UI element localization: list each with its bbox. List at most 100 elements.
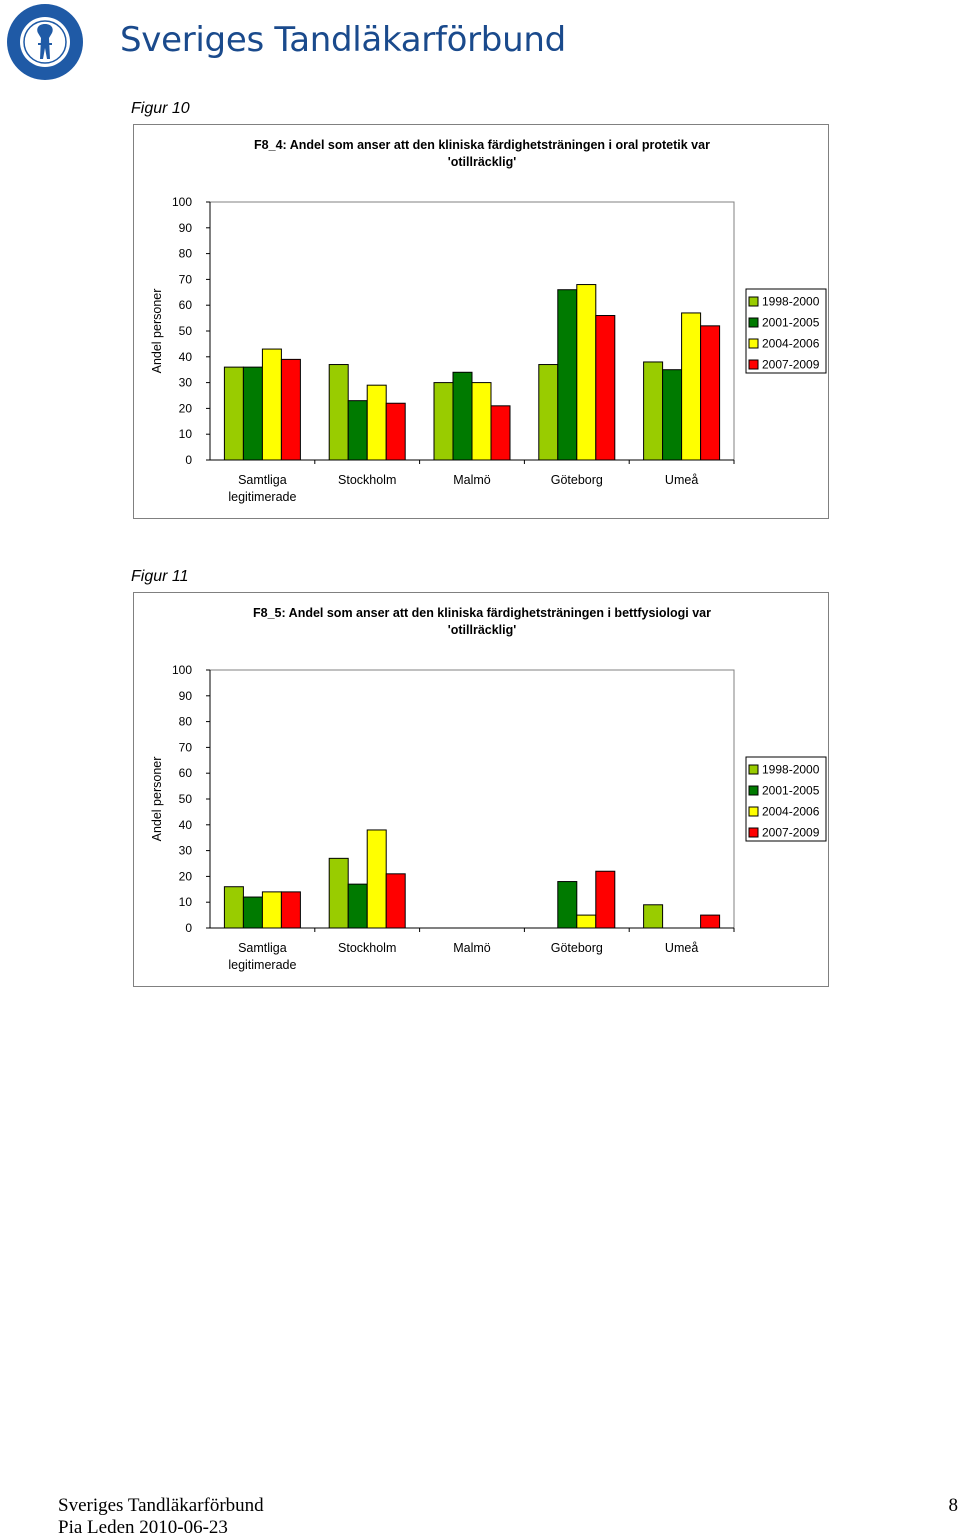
y-tick-label: 40: [179, 350, 193, 364]
bar-2007-2009-malmö: [490, 405, 511, 461]
x-tick-label: Umeå: [665, 941, 698, 955]
legend-swatch: [748, 338, 759, 349]
chart-svg-figure-11: F8_5: Andel som anser att den kliniska f…: [150, 606, 827, 972]
bar-2001-2005-göteborg: [557, 881, 578, 929]
x-tick-label: Samtliga: [238, 473, 287, 487]
bar-2007-2009-stockholm: [385, 873, 406, 929]
bar-2001-2005-samtliga-legitimerade: [242, 896, 263, 929]
legend-entry: 2007-2009: [762, 358, 820, 372]
legend-entry: 2004-2006: [762, 337, 820, 351]
y-tick-label: 80: [179, 715, 193, 729]
y-tick-label: 20: [179, 401, 193, 415]
y-tick-label: 30: [179, 376, 193, 390]
legend-swatch: [748, 806, 759, 817]
chart-svg-figure-10: F8_4: Andel som anser att den kliniska f…: [150, 138, 827, 504]
bar-2004-2006-stockholm: [366, 829, 387, 929]
footer-author-date: Pia Leden 2010-06-23: [58, 1517, 228, 1538]
chart-title-line: F8_5: Andel som anser att den kliniska f…: [253, 606, 711, 620]
x-tick-label: legitimerade: [228, 958, 296, 972]
bar-1998-2000-umeå: [643, 361, 664, 461]
y-axis-label: Andel personer: [150, 757, 164, 842]
y-tick-label: 20: [179, 869, 193, 883]
bar-2007-2009-umeå: [700, 325, 721, 461]
y-tick-label: 0: [185, 921, 192, 935]
x-tick-label: Malmö: [453, 473, 491, 487]
bar-2001-2005-stockholm: [347, 883, 368, 929]
chart-title-line: 'otillräcklig': [448, 155, 516, 169]
page-number: 8: [948, 1495, 959, 1516]
x-tick-label: Stockholm: [338, 941, 396, 955]
legend-entry: 1998-2000: [762, 763, 820, 777]
legend-swatch: [748, 296, 759, 307]
bar-2004-2006-göteborg: [576, 284, 597, 461]
y-tick-label: 10: [179, 427, 193, 441]
bar-2007-2009-umeå: [700, 914, 721, 929]
bar-1998-2000-göteborg: [538, 364, 559, 461]
legend-swatch: [748, 764, 759, 775]
bar-1998-2000-malmö: [433, 382, 454, 461]
y-tick-label: 90: [179, 221, 193, 235]
bar-2001-2005-stockholm: [347, 400, 368, 461]
bar-1998-2000-samtliga-legitimerade: [223, 886, 244, 929]
y-tick-label: 90: [179, 689, 193, 703]
page-header: Sveriges Tandläkarförbund: [0, 0, 960, 90]
figure-10-caption: Figur 10: [131, 100, 190, 117]
bar-2004-2006-samtliga-legitimerade: [261, 891, 282, 929]
organization-name: Sveriges Tandläkarförbund: [120, 20, 566, 60]
y-axis-label: Andel personer: [150, 289, 164, 374]
y-tick-label: 60: [179, 766, 193, 780]
legend-swatch: [748, 785, 759, 796]
bar-1998-2000-umeå: [643, 904, 664, 929]
y-tick-label: 80: [179, 247, 193, 261]
legend-box: [745, 288, 827, 374]
bar-2001-2005-samtliga-legitimerade: [242, 366, 263, 461]
chart-legend: 1998-2000 2001-2005 2004-2006 2007-2009: [745, 756, 827, 842]
chart-figure-10: F8_4: Andel som anser att den kliniska f…: [133, 124, 829, 519]
bar-2004-2006-samtliga-legitimerade: [261, 348, 282, 461]
x-tick-label: Göteborg: [551, 941, 603, 955]
legend-box: [745, 756, 827, 842]
y-tick-label: 0: [185, 453, 192, 467]
legend-entry: 2007-2009: [762, 826, 820, 840]
x-tick-label: Göteborg: [551, 473, 603, 487]
page-footer: Sveriges Tandläkarförbund Pia Leden 2010…: [58, 1495, 264, 1539]
y-tick-label: 10: [179, 895, 193, 909]
y-tick-label: 100: [172, 195, 192, 209]
bar-2001-2005-göteborg: [557, 289, 578, 461]
bar-2004-2006-göteborg: [576, 914, 597, 929]
legend-entry: 2001-2005: [762, 316, 820, 330]
legend-swatch: [748, 359, 759, 370]
bar-2004-2006-malmö: [471, 382, 492, 461]
figure-11-caption: Figur 11: [131, 568, 189, 585]
legend-swatch: [748, 317, 759, 328]
bar-1998-2000-stockholm: [328, 364, 349, 461]
footer-organization: Sveriges Tandläkarförbund: [58, 1495, 264, 1516]
y-tick-label: 70: [179, 740, 193, 754]
legend-entry: 2004-2006: [762, 805, 820, 819]
y-tick-label: 30: [179, 844, 193, 858]
bar-1998-2000-samtliga-legitimerade: [223, 366, 244, 461]
y-tick-label: 70: [179, 272, 193, 286]
x-tick-label: legitimerade: [228, 490, 296, 504]
y-tick-label: 50: [179, 324, 193, 338]
legend-entry: 2001-2005: [762, 784, 820, 798]
legend-swatch: [748, 827, 759, 838]
y-tick-label: 40: [179, 818, 193, 832]
bar-2001-2005-malmö: [452, 371, 473, 461]
bar-2007-2009-samtliga-legitimerade: [280, 358, 301, 461]
y-tick-label: 50: [179, 792, 193, 806]
x-tick-label: Malmö: [453, 941, 491, 955]
organization-logo: [7, 4, 83, 80]
legend-entry: 1998-2000: [762, 295, 820, 309]
bar-2004-2006-umeå: [681, 312, 702, 461]
chart-legend: 1998-2000 2001-2005 2004-2006 2007-2009: [745, 288, 827, 374]
y-tick-label: 60: [179, 298, 193, 312]
y-tick-label: 100: [172, 663, 192, 677]
x-tick-label: Umeå: [665, 473, 698, 487]
bar-2004-2006-stockholm: [366, 384, 387, 461]
chart-title-line: F8_4: Andel som anser att den kliniska f…: [254, 138, 710, 152]
bar-2007-2009-stockholm: [385, 402, 406, 461]
x-tick-label: Stockholm: [338, 473, 396, 487]
bar-2007-2009-samtliga-legitimerade: [280, 891, 301, 929]
x-tick-label: Samtliga: [238, 941, 287, 955]
